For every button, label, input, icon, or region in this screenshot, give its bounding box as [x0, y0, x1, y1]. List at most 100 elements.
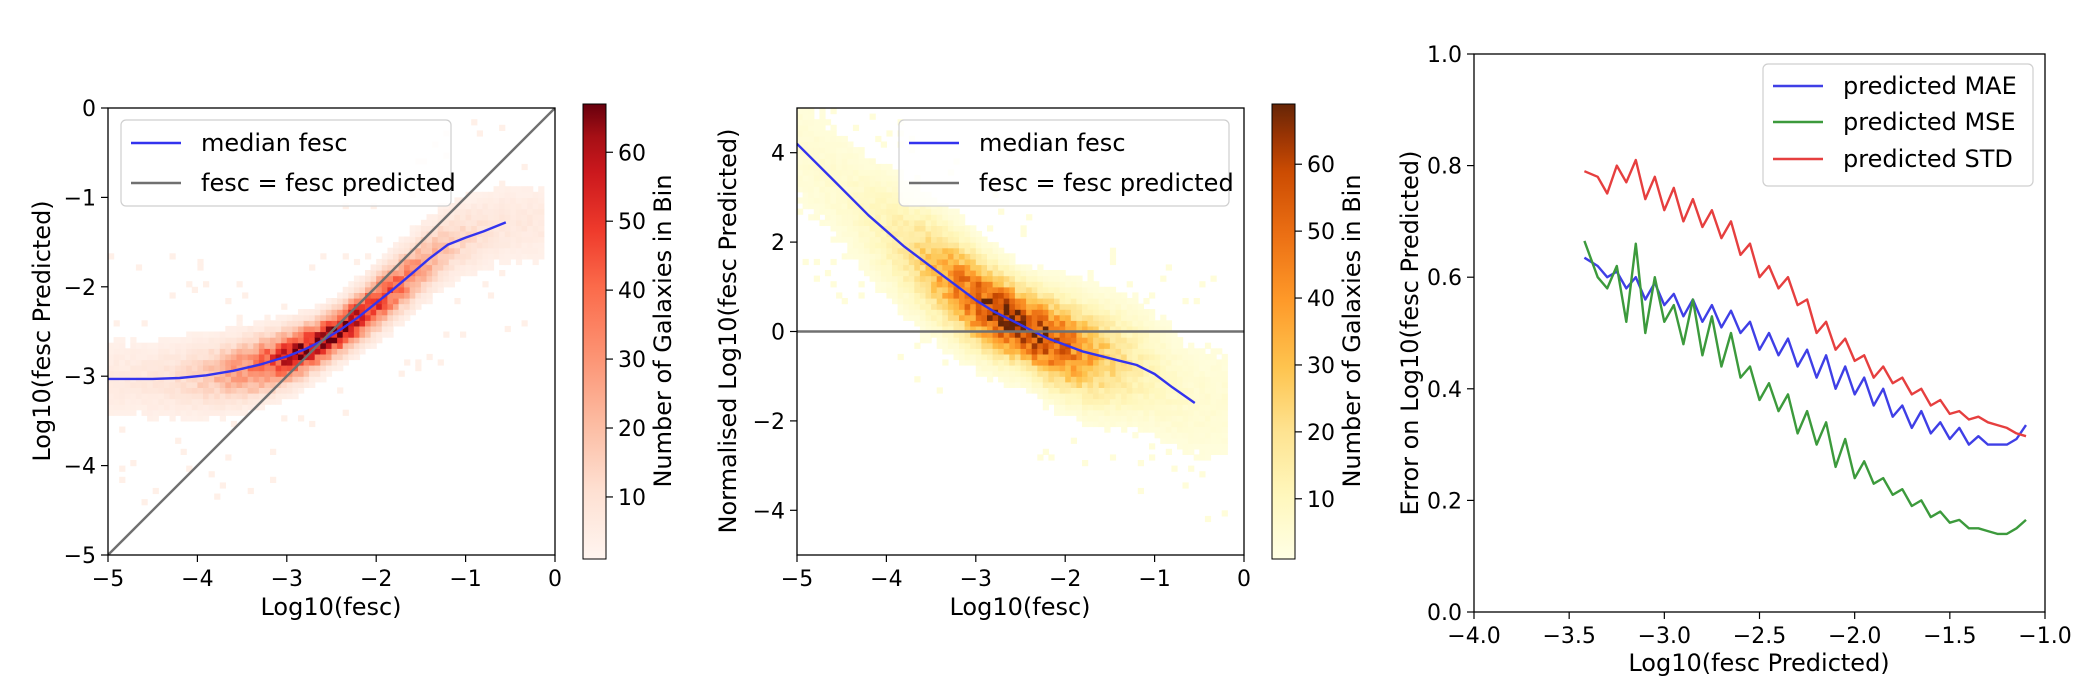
heatmap-cell: [124, 404, 131, 411]
heatmap-cell: [108, 342, 115, 349]
heatmap-cell: [1003, 309, 1010, 316]
heatmap-cell: [1182, 426, 1189, 433]
heatmap-cell: [230, 325, 238, 333]
heatmap-cell: [1076, 409, 1083, 416]
heatmap-cell: [1042, 376, 1049, 383]
heatmap-cell: [903, 230, 910, 238]
heatmap-cell: [135, 404, 143, 411]
colorbar-tick-label: 30: [618, 348, 646, 373]
heatmap-cell: [465, 270, 472, 277]
heatmap-cell: [225, 370, 232, 377]
heatmap-cell: [1048, 331, 1055, 338]
heatmap-cell: [864, 264, 871, 271]
heatmap-cell: [1082, 353, 1089, 361]
heatmap-cell: [521, 203, 528, 210]
heatmap-cell: [365, 253, 372, 260]
heatmap-cell: [1221, 381, 1228, 388]
ticks-3: −4.0 −3.5 −3.0 −2.5 −2.0 −1.5 −1.00.00.20.40.6…: [1427, 43, 2072, 649]
heatmap-cell: [169, 387, 176, 394]
heatmap-cell: [510, 236, 517, 243]
colorbar-tick-label: 40: [618, 279, 646, 304]
heatmap-cell: [1199, 353, 1206, 361]
heatmap-cell: [493, 197, 500, 204]
heatmap-cell: [1003, 320, 1010, 327]
heatmap-cell: [191, 365, 198, 372]
heatmap-cell: [1003, 303, 1010, 310]
heatmap-cell: [1054, 292, 1061, 299]
heatmap-cell: [1076, 281, 1083, 288]
heatmap-cell: [242, 292, 249, 299]
heatmap-cell: [869, 163, 876, 171]
heatmap-cell: [409, 275, 416, 282]
heatmap-cell: [1082, 387, 1089, 394]
heatmap-cell: [337, 298, 344, 305]
heatmap-cell: [1126, 298, 1133, 305]
heatmap-cell: [824, 219, 832, 226]
heatmap-cell: [1121, 353, 1128, 361]
heatmap-cell: [1204, 342, 1212, 349]
heatmap-cell: [970, 281, 977, 288]
heatmap-cell: [1037, 270, 1044, 277]
heatmap-cell: [1082, 420, 1089, 428]
heatmap-cell: [1210, 443, 1217, 450]
legend-2-entry-identity: fesc = fesc predicted: [979, 169, 1234, 197]
heatmap-cell: [959, 230, 966, 238]
heatmap-cell: [1177, 415, 1184, 422]
heatmap-cell: [892, 270, 899, 277]
heatmap-cell: [1221, 359, 1228, 366]
heatmap-cell: [225, 325, 232, 333]
heatmap-cell: [1026, 365, 1033, 372]
heatmap-cell: [1115, 303, 1122, 310]
heatmap-cell: [925, 314, 932, 321]
heatmap-cell: [992, 342, 999, 349]
heatmap-cell: [448, 236, 455, 243]
heatmap-cell: [998, 370, 1005, 377]
heatmap-cell: [1059, 314, 1066, 321]
heatmap-cell: [992, 314, 999, 321]
heatmap-cell: [802, 158, 809, 165]
colorbar-tick-label: 30: [1307, 354, 1335, 379]
heatmap-cell: [180, 370, 187, 377]
heatmap-cell: [1037, 337, 1044, 344]
heatmap-cell: [1154, 409, 1161, 416]
heatmap-cell: [953, 264, 960, 271]
heatmap-cell: [348, 292, 355, 299]
heatmap-cell: [1059, 303, 1066, 310]
heatmap-cell: [847, 141, 854, 148]
heatmap-cell: [398, 247, 405, 254]
heatmap-cell: [1154, 331, 1161, 338]
heatmap-cell: [432, 270, 439, 277]
heatmap-cell: [936, 309, 943, 316]
heatmap-cell: [1216, 432, 1223, 439]
heatmap-cell: [953, 225, 960, 232]
heatmap-cell: [219, 348, 226, 355]
heatmap-cell: [1104, 314, 1111, 321]
heatmap-cell: [292, 353, 299, 361]
heatmap-cell: [163, 353, 171, 361]
heatmap-cell: [1121, 381, 1128, 388]
heatmap-cell: [1165, 404, 1172, 411]
heatmap-cell: [1087, 292, 1094, 299]
heatmap-cell: [992, 298, 999, 305]
heatmap-cell: [880, 270, 887, 277]
heatmap-cell: [320, 303, 327, 310]
heatmap-cell: [409, 230, 416, 238]
heatmap-cell: [1193, 353, 1200, 361]
heatmap-cell: [1115, 337, 1122, 344]
heatmap-cell: [953, 309, 960, 316]
heatmap-cell: [819, 135, 826, 143]
heatmap-cell: [1210, 348, 1217, 355]
heatmap-cell: [1221, 437, 1228, 444]
heatmap-cell: [1104, 376, 1111, 383]
heatmap-cell: [1009, 331, 1016, 338]
heatmap-cell: [247, 381, 254, 388]
heatmap-cell: [1054, 365, 1061, 372]
heatmap-cell: [253, 348, 260, 355]
heatmap-cell: [281, 370, 288, 377]
heatmap-cell: [841, 141, 848, 148]
heatmap-cell: [426, 292, 433, 299]
heatmap-cell: [1093, 353, 1100, 361]
heatmap-cell: [903, 270, 910, 277]
heatmap-cell: [953, 258, 960, 266]
